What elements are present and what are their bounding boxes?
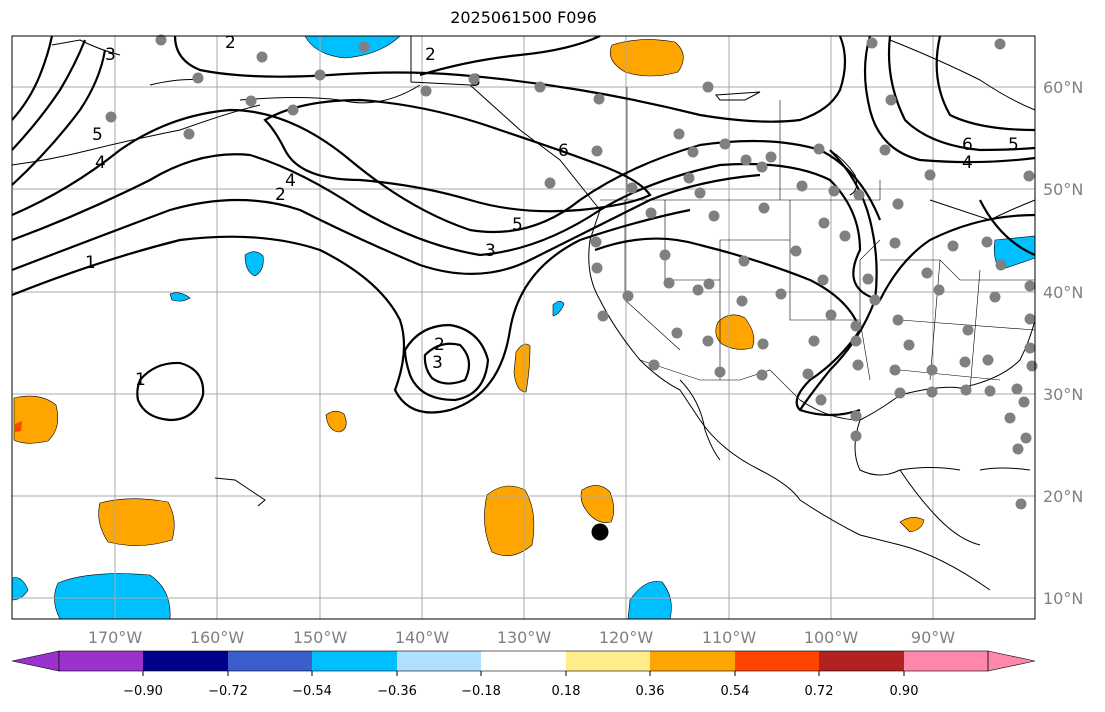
patch-orange-small xyxy=(325,410,347,433)
lon-tick-label: 120°W xyxy=(599,628,654,647)
patch-orange-gulf xyxy=(899,517,925,533)
lat-tick-label: 30°N xyxy=(1043,385,1083,404)
colorbar-tick-label: 0.18 xyxy=(552,684,581,699)
lon-tick-label: 170°W xyxy=(88,628,143,647)
lon-tick-label: 90°W xyxy=(911,628,955,647)
colorbar-min-extend xyxy=(11,650,60,672)
colorbar-tick-label: 0.54 xyxy=(721,684,750,699)
lon-tick-label: 130°W xyxy=(497,628,552,647)
colorbar-max-extend xyxy=(987,650,1036,672)
colorbar-swatch xyxy=(566,651,650,671)
lat-tick-label: 50°N xyxy=(1043,180,1083,199)
patch-orange-alaska xyxy=(609,39,684,77)
contour-label: 6 xyxy=(558,141,569,161)
colorbar-tick-label: −0.54 xyxy=(292,684,332,699)
contour-label: 3 xyxy=(485,241,496,261)
colorbar-tick-label: 0.72 xyxy=(805,684,834,699)
patch-red-dot xyxy=(15,421,22,432)
colorbar-tick-label: 0.90 xyxy=(890,684,919,699)
lon-tick-label: 150°W xyxy=(293,628,348,647)
lat-tick-labels: 60°N 50°N 40°N 30°N 20°N 10°N xyxy=(1043,78,1083,608)
contour-label: 4 xyxy=(285,171,296,191)
lon-tick-label: 140°W xyxy=(395,628,450,647)
station-dots xyxy=(105,34,1038,510)
patch-blue-small3 xyxy=(552,300,565,317)
lat-tick-label: 10°N xyxy=(1043,589,1083,608)
colorbar-swatch xyxy=(228,651,312,671)
colorbar-swatch xyxy=(904,651,988,671)
contour-label: 2 xyxy=(434,335,445,355)
colorbar-swatch xyxy=(650,651,735,671)
colorbar-swatch xyxy=(397,651,481,671)
lat-tick-label: 40°N xyxy=(1043,283,1083,302)
contour-label: 1 xyxy=(135,370,146,390)
map-title: 2025061500 F096 xyxy=(450,8,597,27)
patch-blue-small2 xyxy=(169,292,191,302)
patch-orange-hawaii xyxy=(98,498,175,546)
patch-orange-southwest xyxy=(715,314,755,350)
contour-label: 5 xyxy=(1008,135,1019,155)
colorbar-swatch xyxy=(481,651,566,671)
lon-tick-label: 110°W xyxy=(702,628,757,647)
patch-orange-center xyxy=(484,485,535,557)
lat-tick-label: 60°N xyxy=(1043,78,1083,97)
patch-blue-sw-corner xyxy=(11,577,29,601)
lat-tick-label: 20°N xyxy=(1043,487,1083,506)
contour-label: 1 xyxy=(85,253,96,273)
map-area: 2 3 6 6 5 4 5 4 2 3 4 5 3 2 3 1 1 2 xyxy=(11,33,1038,620)
colorbar-tick-label: −0.72 xyxy=(208,684,248,699)
colorbar-swatch xyxy=(143,651,228,671)
contour-label: 2 xyxy=(425,45,436,65)
contour-label: 3 xyxy=(105,45,116,65)
colorbar-swatch xyxy=(819,651,904,671)
patch-orange-west xyxy=(13,395,59,444)
patch-orange-storm xyxy=(580,485,615,523)
contour-label: 6 xyxy=(962,135,973,155)
contour-label: 3 xyxy=(432,353,443,373)
lon-tick-labels: 170°W 160°W 150°W 140°W 130°W 120°W 110°… xyxy=(88,628,955,647)
storm-center-dot xyxy=(591,523,609,541)
colorbar-tick-label: −0.36 xyxy=(377,684,417,699)
patch-blue-south xyxy=(627,581,672,620)
contour-label: 5 xyxy=(512,215,523,235)
anomaly-patches xyxy=(11,35,1036,620)
contour-label: 4 xyxy=(95,153,106,173)
graticule xyxy=(12,36,1035,619)
contour-label: 5 xyxy=(92,125,103,145)
lon-tick-label: 160°W xyxy=(190,628,245,647)
patch-blue-small1 xyxy=(244,251,264,277)
colorbar-tick-label: 0.36 xyxy=(636,684,665,699)
contour-label: 2 xyxy=(275,185,286,205)
patch-blue-bering xyxy=(304,35,401,59)
contour-lines xyxy=(11,35,1036,422)
contour-label: 2 xyxy=(225,33,236,53)
colorbar: −0.90 −0.72 −0.54 −0.36 −0.18 0.18 0.36 … xyxy=(11,650,1036,699)
colorbar-swatch xyxy=(59,651,143,671)
patch-blue-southwest xyxy=(54,573,171,620)
colorbar-tick-label: −0.18 xyxy=(461,684,501,699)
lon-tick-label: 100°W xyxy=(804,628,859,647)
colorbar-swatch xyxy=(735,651,819,671)
colorbar-swatch xyxy=(312,651,397,671)
colorbar-tick-label: −0.90 xyxy=(123,684,163,699)
contour-label: 4 xyxy=(962,153,973,173)
